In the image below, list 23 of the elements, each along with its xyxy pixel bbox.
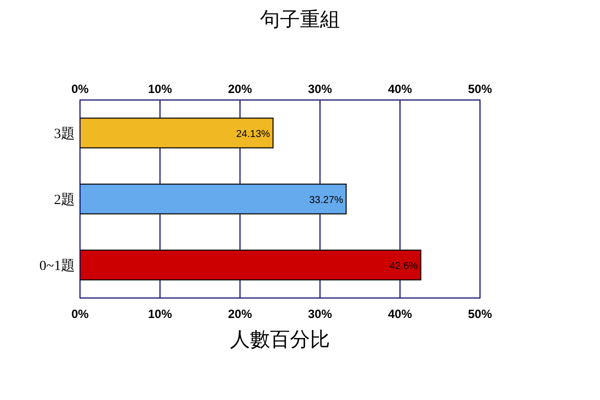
x-tick-label: 20% <box>228 82 252 96</box>
bar <box>80 184 347 214</box>
x2-tick-label: 40% <box>388 307 412 321</box>
x-tick-label: 50% <box>468 82 492 96</box>
x-tick-label: 10% <box>148 82 172 96</box>
x-tick-label: 30% <box>308 82 332 96</box>
x2-tick-label: 30% <box>308 307 332 321</box>
chart-title: 句子重組 <box>260 9 340 31</box>
data-label: 33.27% <box>309 195 344 206</box>
data-label: 24.13% <box>236 129 270 140</box>
x2-tick-label: 10% <box>148 307 172 321</box>
x2-tick-label: 20% <box>228 307 252 321</box>
y-tick-label: 2題 <box>54 192 75 208</box>
bar <box>80 118 274 148</box>
x-tick-label: 40% <box>388 82 412 96</box>
y-tick-label: 3題 <box>54 126 75 142</box>
x-axis-title: 人數百分比 <box>230 329 330 351</box>
x2-tick-label: 50% <box>468 307 492 321</box>
x2-tick-label: 0% <box>71 307 89 321</box>
bar <box>80 250 422 280</box>
x-tick-label: 0% <box>71 82 89 96</box>
data-label: 42.6% <box>389 261 418 272</box>
y-tick-label: 0~1題 <box>39 258 75 274</box>
